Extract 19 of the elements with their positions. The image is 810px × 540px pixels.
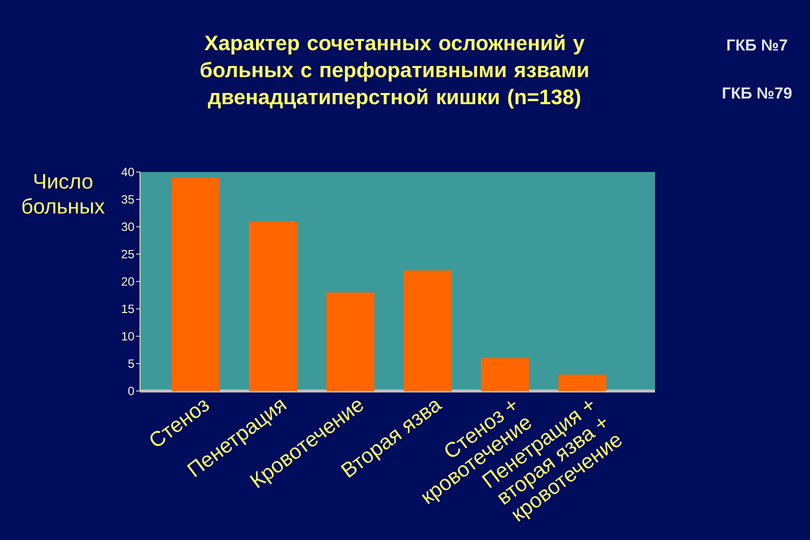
y-tick-label: 0 [128,386,134,396]
text: ГКБ №7 [727,39,788,50]
y-tick-label: 15 [122,304,134,314]
text: ГКБ №79 [722,87,792,99]
y-tick-label: 30 [122,222,134,232]
y-tick-label: 25 [122,250,134,258]
bar [172,177,220,391]
chart-title: Характер сочетанных осложнений у больных с перфоративными язвами двенадцатиперстной кишки (n=138) [200,34,588,109]
y-tick-label: 10 [122,332,134,341]
y-tick-label: 35 [122,195,134,204]
bar [326,292,374,391]
y-tick-label: 20 [122,277,134,286]
bar [558,374,606,391]
y-axis-title: Число больных [22,174,105,214]
bar [404,270,452,391]
y-tick-label: 5 [128,359,134,368]
bar [249,221,298,391]
y-tick-label: 40 [121,168,134,176]
bar [480,358,529,391]
